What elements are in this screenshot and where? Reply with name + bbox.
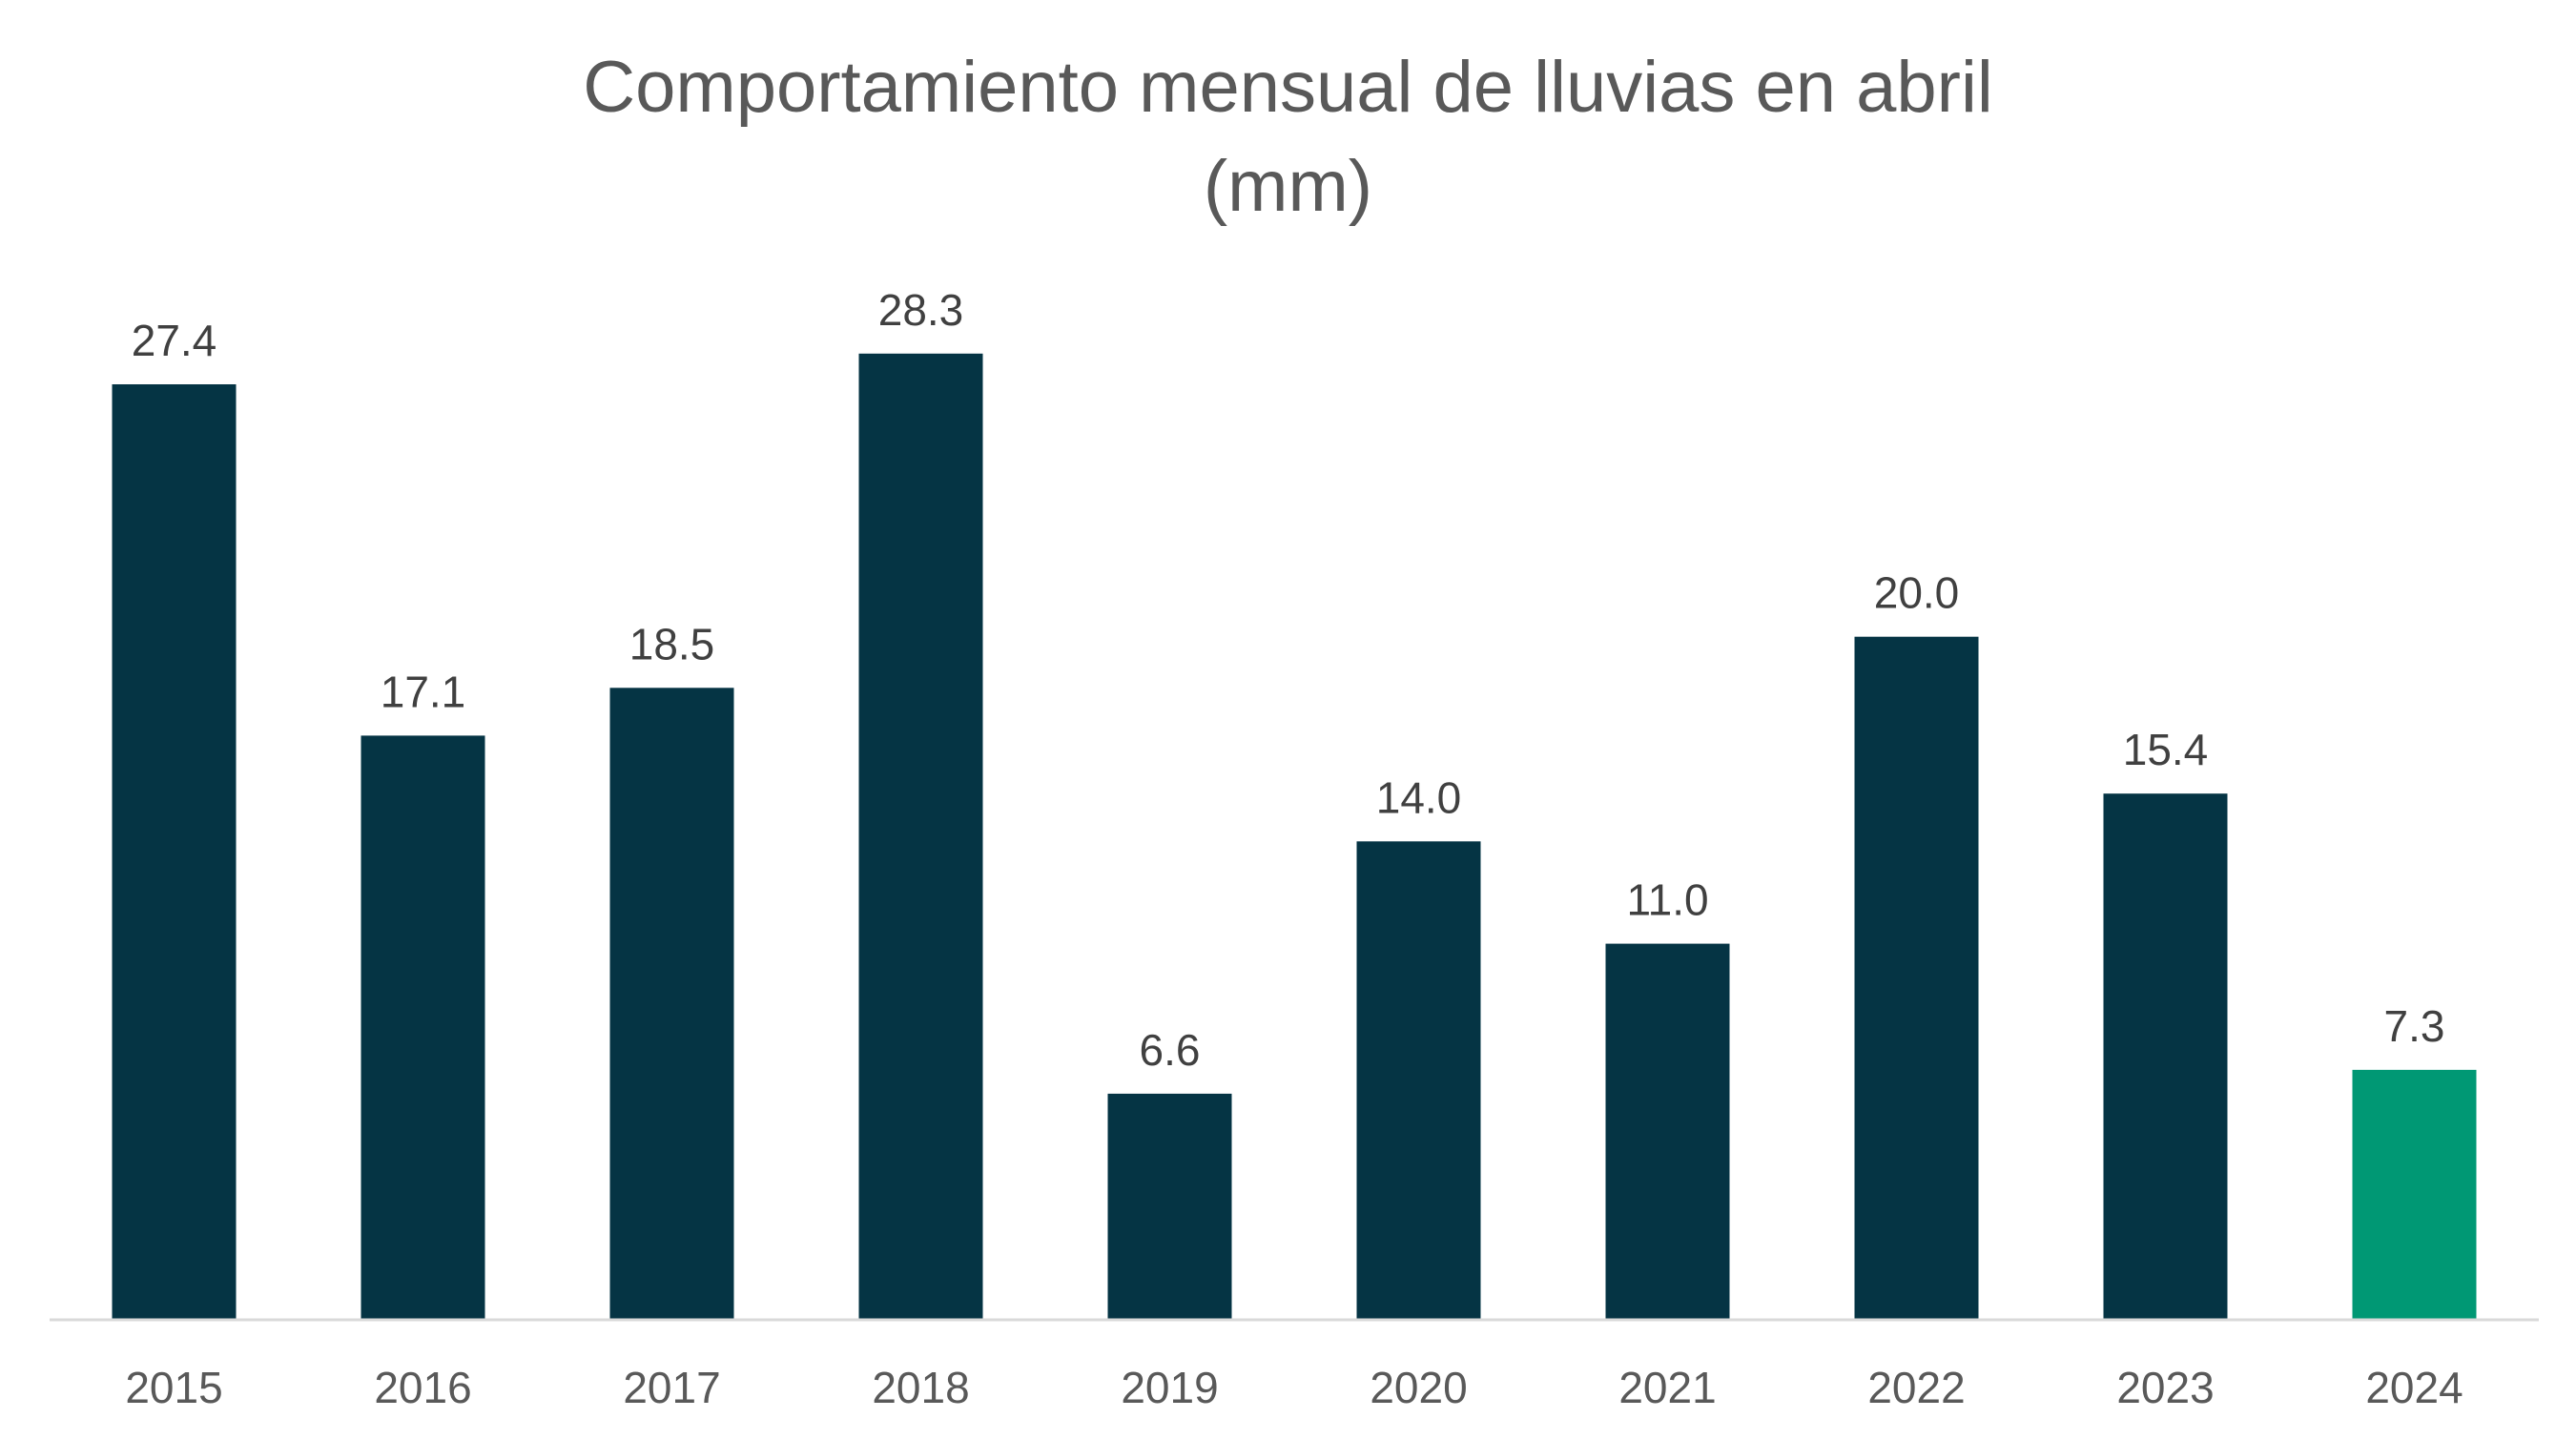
bar-2022 (1854, 636, 1979, 1319)
chart-title-line-2: (mm) (1203, 146, 1373, 227)
data-label-2017: 18.5 (629, 619, 715, 668)
bar-2023 (2103, 793, 2228, 1319)
x-tick-label-2016: 2016 (374, 1363, 471, 1412)
chart-title-line-1: Comportamiento mensual de lluvias en abr… (583, 47, 1993, 128)
data-labels-group: 27.4 17.1 18.5 28.3 6.6 14.0 11.0 20.0 15.4 7.3 (132, 285, 2445, 1075)
bar-2024 (2352, 1069, 2477, 1319)
data-label-2016: 17.1 (381, 667, 466, 716)
bar-2015 (112, 384, 237, 1319)
bar-2016 (361, 735, 485, 1319)
x-tick-label-2023: 2023 (2116, 1363, 2214, 1412)
bar-2021 (1605, 943, 1730, 1319)
data-label-2019: 6.6 (1140, 1025, 1201, 1075)
x-tick-label-2017: 2017 (623, 1363, 720, 1412)
data-label-2022: 20.0 (1874, 568, 1960, 618)
x-tick-label-2015: 2015 (125, 1363, 222, 1412)
x-tick-label-2018: 2018 (872, 1363, 969, 1412)
data-label-2015: 27.4 (132, 316, 217, 365)
bar-2019 (1107, 1093, 1232, 1319)
data-label-2020: 14.0 (1376, 772, 1462, 822)
x-tick-label-2020: 2020 (1370, 1363, 1467, 1412)
bar-2017 (609, 688, 734, 1319)
data-label-2021: 11.0 (1626, 875, 1708, 925)
chart-title: Comportamiento mensual de lluvias en abr… (0, 38, 2576, 236)
data-label-2023: 15.4 (2123, 725, 2209, 774)
data-label-2018: 28.3 (878, 285, 964, 335)
bar-2020 (1356, 841, 1481, 1319)
bar-2018 (858, 353, 983, 1319)
x-tick-label-2024: 2024 (2365, 1363, 2463, 1412)
x-axis-ticks-group: 2015 2016 2017 2018 2019 2020 2021 2022 2023 2024 (125, 1363, 2463, 1412)
x-tick-label-2019: 2019 (1121, 1363, 1218, 1412)
data-label-2024: 7.3 (2384, 1001, 2445, 1051)
bars-group (112, 353, 2477, 1319)
x-tick-label-2021: 2021 (1618, 1363, 1716, 1412)
x-tick-label-2022: 2022 (1867, 1363, 1965, 1412)
